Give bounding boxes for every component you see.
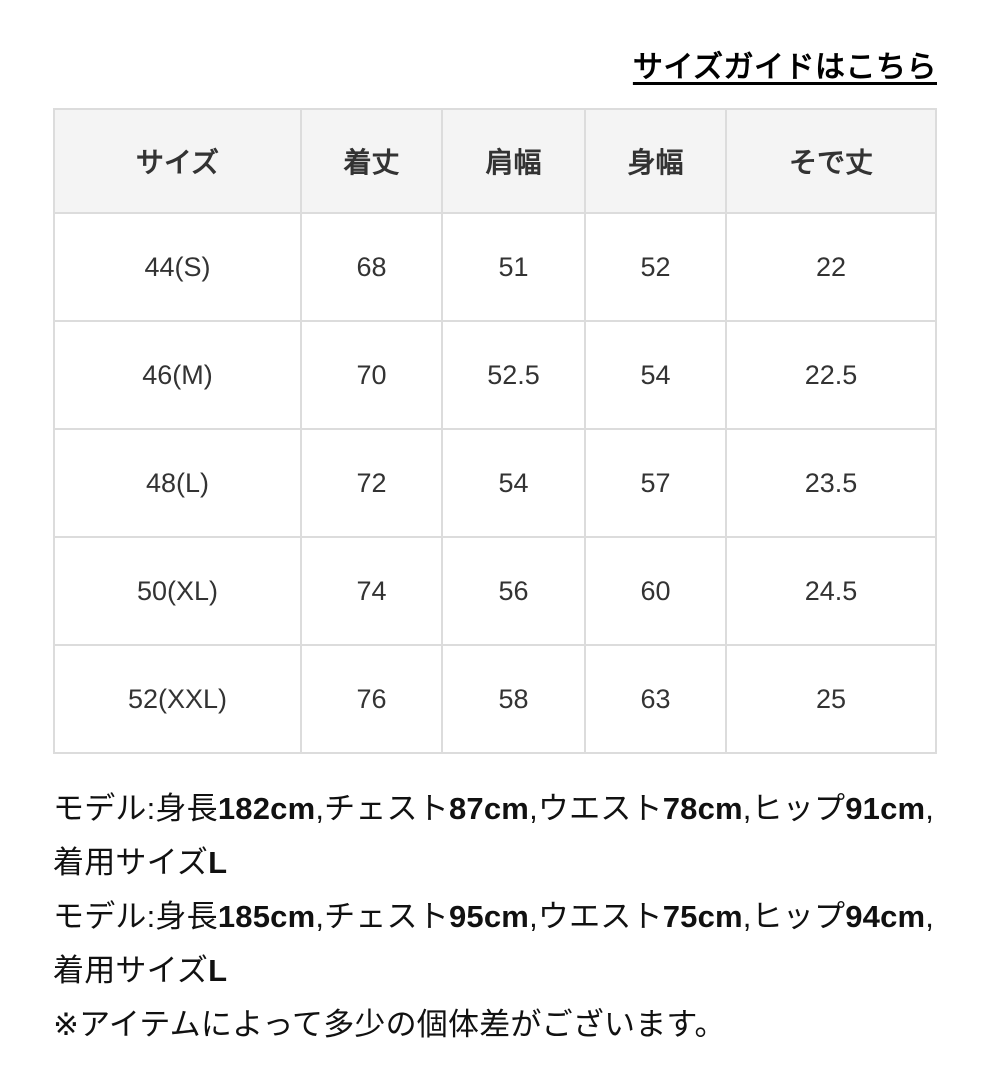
note-text: ,チェスト — [315, 899, 449, 934]
measurement-cell: 23.5 — [725, 428, 937, 538]
size-label-cell: 52(XXL) — [53, 644, 302, 754]
note-bold-value: 185cm — [217, 899, 316, 934]
note-text: ,チェスト — [315, 791, 449, 826]
measurement-cell: 25 — [725, 644, 937, 754]
measurement-cell: 51 — [441, 212, 586, 322]
size-table-header-row: サイズ 着丈 肩幅 身幅 そで丈 — [53, 108, 937, 214]
measurement-cell: 70 — [299, 320, 444, 430]
measurement-cell: 52.5 — [441, 320, 586, 430]
size-guide-page: サイズガイドはこちら サイズ 着丈 肩幅 身幅 そで丈 44(S) 68 51 52 22 46(… — [53, 42, 937, 1052]
measurement-cell: 56 — [441, 536, 586, 646]
measurement-cell: 68 — [299, 212, 444, 322]
note-text: ,ヒップ — [742, 791, 846, 826]
column-header-4: そで丈 — [725, 108, 937, 214]
note-text: ,着用サイズ — [53, 791, 935, 880]
note-text: モデル:身長 — [53, 899, 218, 934]
note-line: モデル:身長182cm,チェスト87cm,ウエスト78cm,ヒップ91cm,着用… — [53, 782, 937, 890]
measurement-cell: 24.5 — [725, 536, 937, 646]
note-text: ,着用サイズ — [53, 899, 935, 988]
note-line: モデル:身長185cm,チェスト95cm,ウエスト75cm,ヒップ94cm,着用… — [53, 890, 937, 998]
size-guide-link[interactable]: サイズガイドはこちら — [632, 51, 937, 84]
table-row: 52(XXL) 76 58 63 25 — [53, 644, 937, 754]
note-text: ,ウエスト — [529, 899, 663, 934]
column-header-0: サイズ — [53, 108, 302, 214]
note-bold-value: 87cm — [448, 791, 530, 826]
note-text: モデル:身長 — [53, 791, 218, 826]
measurement-cell: 54 — [441, 428, 586, 538]
column-header-3: 身幅 — [583, 108, 728, 214]
note-text: ,ヒップ — [742, 899, 846, 934]
size-label-cell: 46(M) — [53, 320, 302, 430]
note-bold-value: 75cm — [662, 899, 743, 934]
note-bold-value: L — [208, 953, 228, 988]
measurement-cell: 74 — [299, 536, 444, 646]
note-bold-value: 182cm — [217, 791, 316, 826]
size-table-head: サイズ 着丈 肩幅 身幅 そで丈 — [53, 108, 937, 214]
measurement-cell: 76 — [299, 644, 444, 754]
measurement-cell: 72 — [299, 428, 444, 538]
note-text: ,ウエスト — [529, 791, 663, 826]
table-row: 50(XL) 74 56 60 24.5 — [53, 536, 937, 646]
size-label-cell: 50(XL) — [53, 536, 302, 646]
note-bold-value: L — [208, 845, 228, 880]
note-bold-value: 95cm — [448, 899, 530, 934]
size-label-cell: 48(L) — [53, 428, 302, 538]
size-table-body: 44(S) 68 51 52 22 46(M) 70 52.5 54 22.5 48(L) 72 54 5… — [53, 212, 937, 754]
measurement-cell: 58 — [441, 644, 586, 754]
table-row: 44(S) 68 51 52 22 — [53, 212, 937, 322]
model-notes: モデル:身長182cm,チェスト87cm,ウエスト78cm,ヒップ91cm,着用… — [53, 782, 937, 1052]
note-line: ※アイテムによって多少の個体差がございます。 — [53, 998, 937, 1052]
measurement-cell: 60 — [583, 536, 728, 646]
measurement-cell: 52 — [583, 212, 728, 322]
note-bold-value: 78cm — [662, 791, 743, 826]
note-text: ※アイテムによって多少の個体差がございます。 — [53, 1007, 726, 1042]
note-bold-value: 94cm — [845, 899, 926, 934]
column-header-1: 着丈 — [299, 108, 444, 214]
size-label-cell: 44(S) — [53, 212, 302, 322]
link-row: サイズガイドはこちら — [53, 42, 937, 84]
table-row: 46(M) 70 52.5 54 22.5 — [53, 320, 937, 430]
measurement-cell: 22.5 — [725, 320, 937, 430]
note-bold-value: 91cm — [845, 791, 926, 826]
measurement-cell: 22 — [725, 212, 937, 322]
size-table: サイズ 着丈 肩幅 身幅 そで丈 44(S) 68 51 52 22 46(M) 70 52.5 54 2… — [53, 108, 937, 754]
measurement-cell: 54 — [583, 320, 728, 430]
measurement-cell: 63 — [583, 644, 728, 754]
measurement-cell: 57 — [583, 428, 728, 538]
table-row: 48(L) 72 54 57 23.5 — [53, 428, 937, 538]
column-header-2: 肩幅 — [441, 108, 586, 214]
